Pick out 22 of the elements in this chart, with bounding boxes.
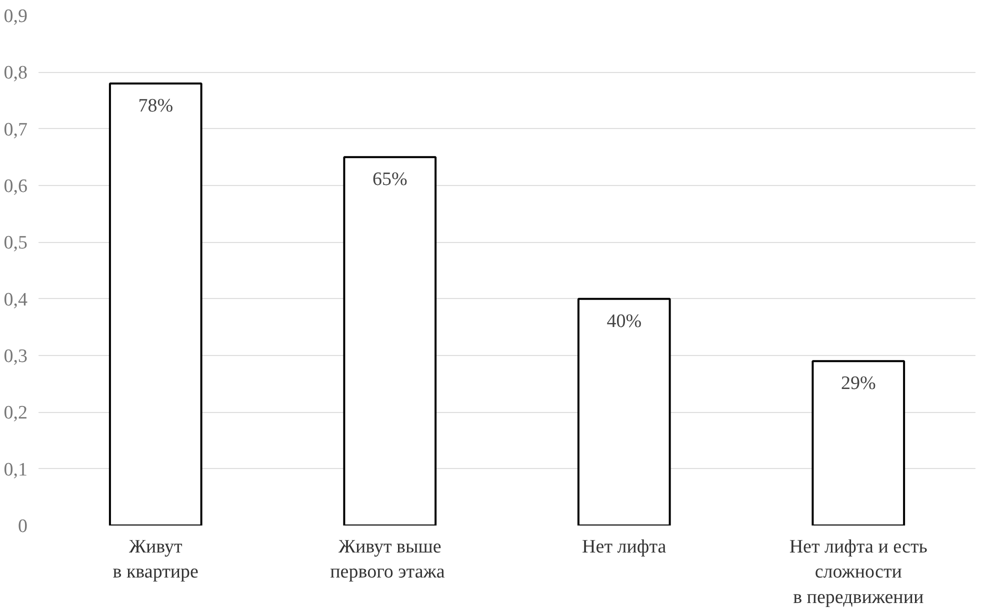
y-tick-label: 0,2 bbox=[4, 402, 28, 424]
bar bbox=[343, 156, 437, 526]
data-label: 29% bbox=[840, 373, 876, 394]
data-label: 65% bbox=[372, 169, 408, 190]
bar bbox=[108, 82, 202, 526]
x-tick-label: Нет лифта bbox=[582, 536, 667, 558]
x-tick-label: Нет лифта и есть сложности в передвижении bbox=[789, 536, 928, 608]
y-tick-label: 0,3 bbox=[4, 346, 28, 367]
bar bbox=[577, 298, 671, 526]
y-tick-label: 0,4 bbox=[4, 289, 28, 310]
y-tick-label: 0,6 bbox=[4, 176, 28, 197]
y-tick-label: 0,8 bbox=[4, 62, 28, 84]
data-label: 40% bbox=[606, 310, 642, 332]
x-tick-label: Живут выше первого этажа bbox=[330, 536, 446, 583]
y-tick-label: 0 bbox=[18, 516, 28, 537]
y-tick-label: 0,7 bbox=[4, 119, 28, 140]
y-tick-label: 0,9 bbox=[4, 6, 28, 27]
x-tick-label: Живут в квартире bbox=[112, 536, 199, 583]
data-label: 78% bbox=[138, 96, 174, 116]
y-tick-label: 0,1 bbox=[4, 459, 28, 480]
bar bbox=[812, 360, 906, 526]
y-tick-label: 0,5 bbox=[4, 232, 28, 254]
